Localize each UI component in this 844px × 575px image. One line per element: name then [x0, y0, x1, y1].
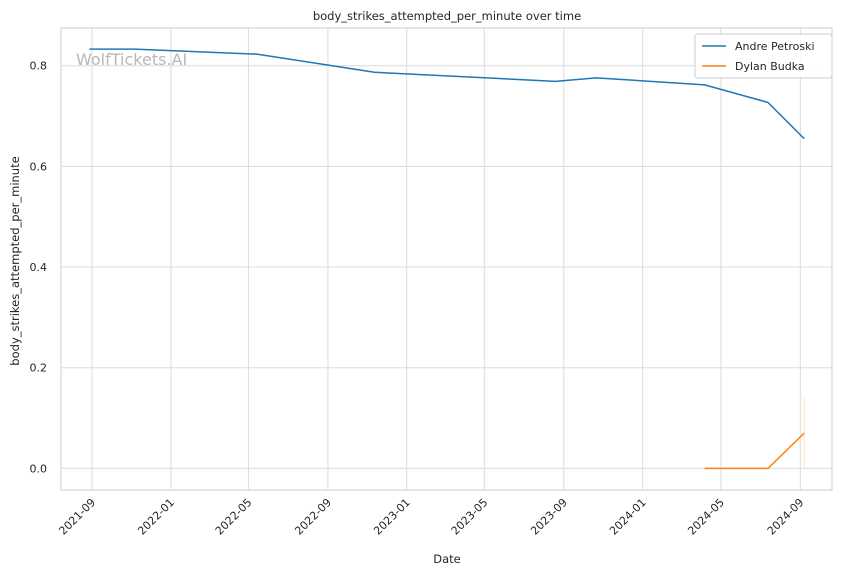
x-tick-label: 2024-09 [765, 496, 807, 538]
grid [61, 28, 832, 490]
watermark: WolfTickets.AI [76, 50, 187, 69]
chart-title: body_strikes_attempted_per_minute over t… [313, 9, 581, 23]
y-axis-ticks: 0.0 0.2 0.4 0.6 0.8 [30, 60, 48, 476]
x-tick-label: 2022-09 [292, 496, 334, 538]
x-tick-label: 2022-01 [135, 496, 177, 538]
y-tick-label: 0.2 [30, 362, 48, 375]
legend: Andre Petroski Dylan Budka [694, 33, 833, 79]
y-tick-label: 0.0 [30, 462, 48, 475]
x-tick-label: 2021-09 [56, 496, 98, 538]
x-tick-label: 2024-01 [607, 496, 649, 538]
series-lines [89, 48, 805, 470]
legend-label-dylan-budka: Dylan Budka [735, 60, 805, 73]
plot-area [60, 27, 833, 491]
x-tick-label: 2023-05 [449, 496, 491, 538]
y-axis-label: body_strikes_attempted_per_minute [8, 156, 22, 365]
legend-label-andre-petroski: Andre Petroski [735, 40, 815, 53]
x-axis-label: Date [433, 552, 461, 566]
x-tick-label: 2022-05 [213, 496, 255, 538]
y-tick-label: 0.6 [30, 160, 48, 173]
series-line-andre-petroski [89, 48, 805, 140]
legend-box [694, 33, 833, 79]
x-tick-label: 2023-09 [528, 496, 570, 538]
x-tick-label: 2024-05 [685, 496, 727, 538]
y-tick-label: 0.4 [30, 261, 48, 274]
x-axis-ticks: 2021-09 2022-01 2022-05 2022-09 2023-01 2023-… [56, 496, 806, 538]
x-tick-label: 2023-01 [371, 496, 413, 538]
y-tick-label: 0.8 [30, 60, 48, 73]
series-line-dylan-budka [704, 432, 805, 470]
